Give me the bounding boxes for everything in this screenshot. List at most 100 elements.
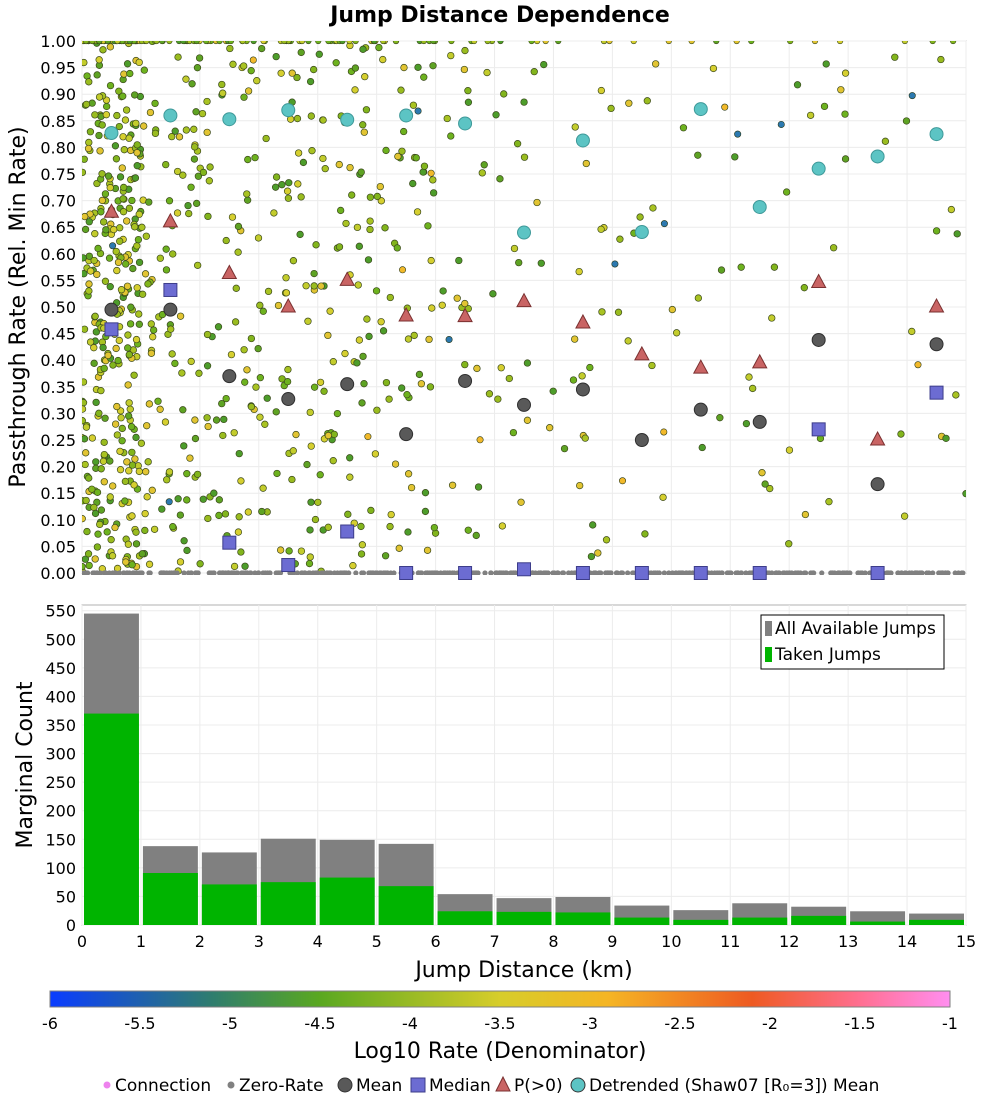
connection-point	[168, 350, 176, 358]
connection-point	[118, 437, 126, 445]
bar-taken	[319, 877, 375, 925]
connection-point	[306, 553, 314, 561]
connection-point	[143, 422, 151, 430]
connection-point	[82, 460, 89, 469]
zero-rate-point	[618, 570, 624, 575]
connection-point	[371, 41, 378, 45]
zero-rate-point	[676, 570, 682, 575]
zero-rate-point	[648, 570, 654, 575]
connection-point	[415, 370, 424, 379]
connection-point	[283, 187, 292, 195]
connection-point	[124, 412, 133, 420]
connection-point	[412, 154, 420, 162]
zero-rate-point	[170, 570, 177, 575]
connection-point	[908, 92, 916, 100]
connection-point	[140, 122, 148, 130]
connection-point	[92, 398, 100, 407]
connection-point	[83, 527, 91, 536]
connection-point	[717, 266, 726, 274]
connection-point	[98, 121, 106, 129]
connection-point	[165, 197, 174, 205]
connection-point	[101, 414, 109, 422]
connection-point	[243, 190, 251, 198]
bar-taken	[142, 873, 198, 925]
connection-point	[244, 87, 253, 95]
connection-point	[104, 41, 111, 45]
connection-point	[366, 193, 375, 201]
connection-point	[124, 331, 132, 339]
connection-point	[169, 523, 177, 531]
zero-rate-point	[331, 570, 338, 575]
connection-point	[176, 511, 185, 519]
connection-point	[135, 258, 144, 267]
legend-square-icon	[410, 1077, 426, 1093]
connection-point	[190, 155, 199, 163]
connection-point	[360, 380, 368, 388]
connection-point	[361, 73, 369, 81]
connection-point	[296, 230, 304, 239]
connection-point	[116, 173, 125, 181]
connection-point	[112, 247, 120, 256]
y-tick-label: 500	[45, 630, 76, 649]
connection-point	[484, 41, 491, 45]
connection-point	[199, 168, 208, 177]
connection-point	[649, 204, 657, 212]
detrended-mean-marker	[104, 126, 119, 141]
connection-point	[109, 482, 117, 490]
x-tick-label: 15	[956, 932, 976, 951]
connection-point	[513, 140, 522, 148]
zero-rate-point	[545, 570, 551, 575]
connection-point	[226, 44, 234, 53]
connection-point	[215, 496, 223, 504]
histogram-y-ticks: 0 50 100 150 200 250 300 350 400 450 500 550	[45, 602, 76, 935]
connection-point	[391, 460, 400, 468]
mean-marker	[281, 392, 296, 407]
connection-point	[533, 198, 541, 207]
connection-point	[421, 489, 430, 497]
bar-taken	[909, 919, 964, 925]
y-tick-label: 0.40	[40, 351, 76, 370]
connection-point	[90, 344, 98, 352]
connection-point	[272, 52, 280, 61]
colorbar-tick-label: -4.5	[304, 1014, 335, 1033]
zero-rate-point	[103, 570, 109, 575]
connection-point	[745, 373, 753, 381]
connection-point	[84, 550, 93, 558]
connection-point	[175, 133, 184, 141]
connection-point	[179, 406, 187, 414]
connection-point	[386, 293, 394, 302]
connection-point	[376, 182, 384, 191]
connection-point	[360, 128, 368, 136]
bar-taken	[84, 713, 139, 925]
y-tick-label: 350	[45, 716, 76, 735]
connection-point	[546, 424, 554, 432]
connection-point	[180, 537, 188, 545]
connection-point	[116, 237, 124, 245]
connection-point	[174, 495, 182, 503]
connection-point	[104, 172, 113, 180]
connection-point	[310, 269, 318, 278]
zero-rate-point	[264, 570, 271, 575]
connection-point	[932, 227, 941, 235]
connection-point	[119, 195, 127, 203]
x-tick-label: 5	[372, 932, 382, 951]
histogram-x-label: Jump Distance (km)	[413, 958, 632, 983]
detrended-mean-marker	[811, 161, 826, 176]
connection-point	[86, 267, 95, 275]
connection-point	[89, 41, 96, 45]
connection-point	[348, 191, 356, 199]
connection-point	[364, 256, 373, 264]
zero-rate-point	[126, 570, 133, 575]
connection-point	[165, 498, 173, 506]
connection-point	[120, 146, 128, 154]
connection-point	[182, 75, 190, 83]
median-marker	[222, 535, 237, 550]
connection-point	[228, 213, 237, 221]
zero-rate-point	[302, 570, 308, 575]
connection-point	[297, 193, 305, 201]
connection-point	[320, 387, 328, 395]
connection-point	[337, 206, 345, 215]
connection-point	[366, 217, 374, 225]
connection-point	[349, 561, 357, 570]
connection-point	[90, 256, 98, 265]
